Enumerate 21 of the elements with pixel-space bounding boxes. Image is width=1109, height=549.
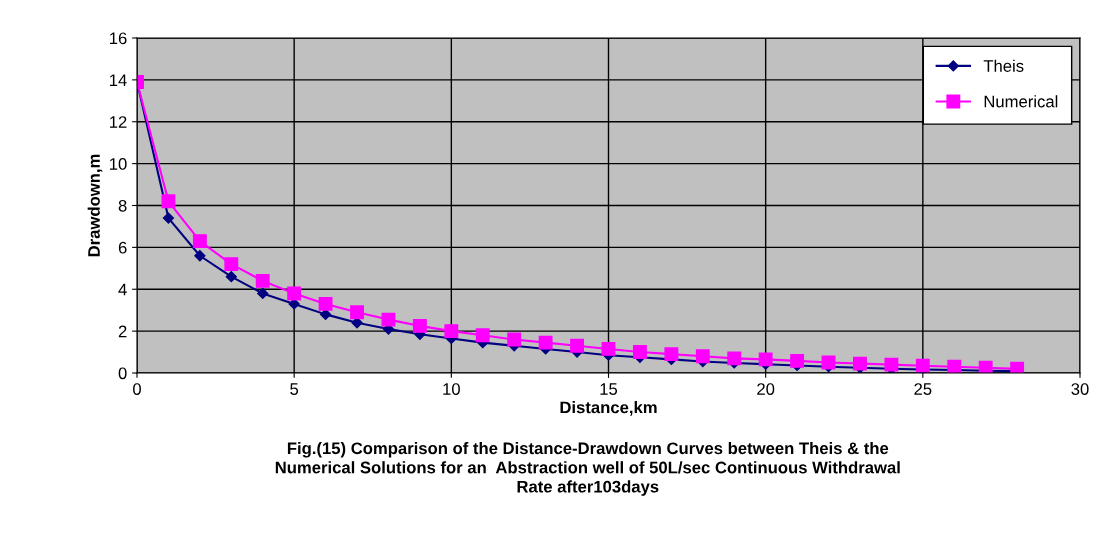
y-tick-label: 2 — [118, 325, 127, 338]
x-tick-label: 5 — [290, 383, 299, 395]
x-axis-title: Distance,km — [560, 401, 657, 416]
x-tick-label: 30 — [1071, 383, 1089, 395]
y-tick-label: 12 — [110, 116, 127, 128]
y-tick-label: 4 — [118, 283, 127, 296]
y-axis-title: Drawdown,m — [87, 154, 103, 257]
legend-label: Numerical — [984, 95, 1058, 108]
x-tick-label: 25 — [914, 383, 932, 395]
y-tick-label: 0 — [118, 367, 127, 380]
x-tick-label: 15 — [600, 383, 618, 395]
y-tick-label: 6 — [118, 241, 127, 254]
y-tick-label: 8 — [118, 199, 127, 212]
x-tick-label: 20 — [757, 383, 775, 395]
y-tick-label: 16 — [110, 32, 127, 45]
y-tick-label: 10 — [110, 158, 127, 170]
text: Fig.(15) Comparison of the Distance-Drawdown Curves between Theis & the Numerical Solutions for an Abstraction well of 50L/sec Continuous Withdrawal Rate after103days — [275, 441, 900, 496]
legend-label: Theis — [983, 59, 1024, 72]
y-tick-label: 14 — [110, 74, 127, 86]
x-tick-label: 10 — [443, 383, 460, 395]
x-tick-label: 0 — [133, 383, 141, 395]
